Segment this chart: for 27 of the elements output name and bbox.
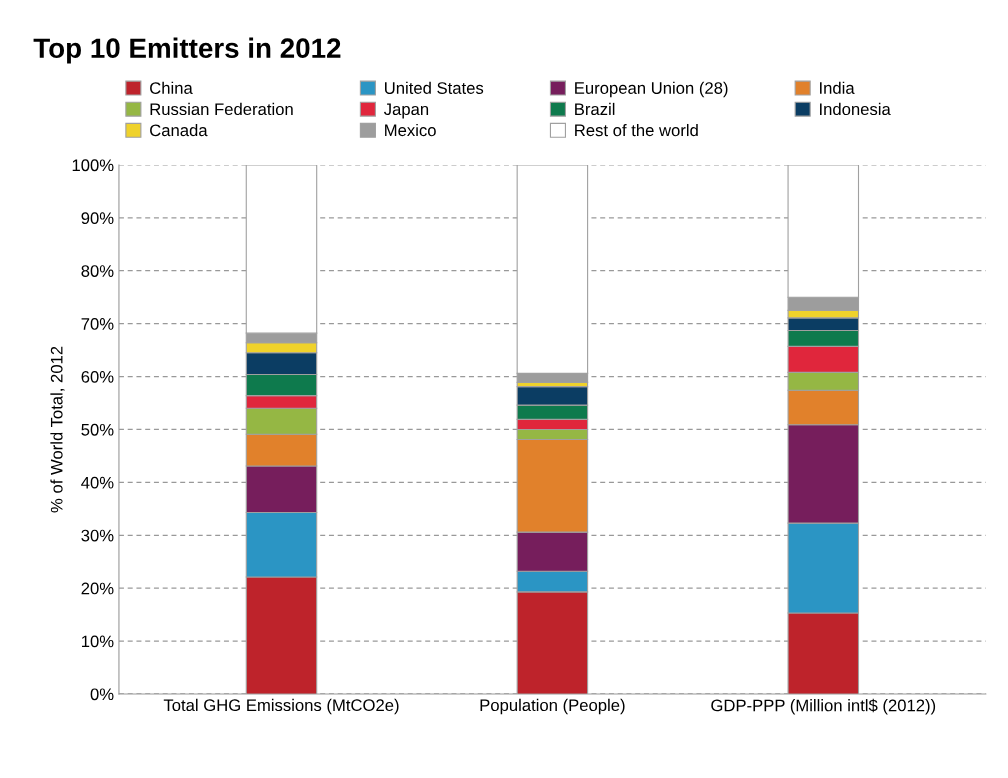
x-tick-label: Total GHG Emissions (MtCO2e) (163, 698, 399, 715)
legend-label: United States (385, 81, 484, 94)
legend-label: European Union (28) (575, 81, 728, 98)
legend-label: India (820, 81, 855, 94)
x-tick-label: GDP-PPP (Million intl$ (2012)) (711, 698, 936, 715)
y-tick-label: 0% (90, 688, 114, 701)
chart-title: Top 10 Emitters in 2012 (33, 37, 341, 64)
legend-label: Indonesia (820, 102, 891, 116)
legend-label: Russian Federation (150, 102, 293, 116)
y-axis-title: % of World Total, 2012 (50, 346, 65, 513)
y-tick-label: 60% (81, 370, 114, 383)
y-tick-label: 40% (81, 476, 114, 489)
y-tick-label: 90% (81, 212, 114, 225)
legend-label: Canada (150, 123, 208, 137)
x-tick-label: Population (People) (480, 698, 625, 715)
legend-label: China (150, 81, 193, 94)
y-tick-label: 10% (82, 635, 114, 648)
y-tick-label: 70% (81, 318, 114, 330)
legend-label: Japan (383, 103, 429, 119)
y-tick-label: 20% (81, 582, 114, 595)
y-tick-label: 30% (81, 529, 114, 542)
legend-label: Mexico (385, 123, 436, 137)
y-tick-label: 100% (72, 159, 114, 172)
legend-label: Rest of the world (575, 123, 698, 137)
y-tick-label: 50% (81, 423, 114, 436)
legend-label: Brazil (575, 102, 615, 116)
y-tick-label: 80% (81, 265, 114, 277)
